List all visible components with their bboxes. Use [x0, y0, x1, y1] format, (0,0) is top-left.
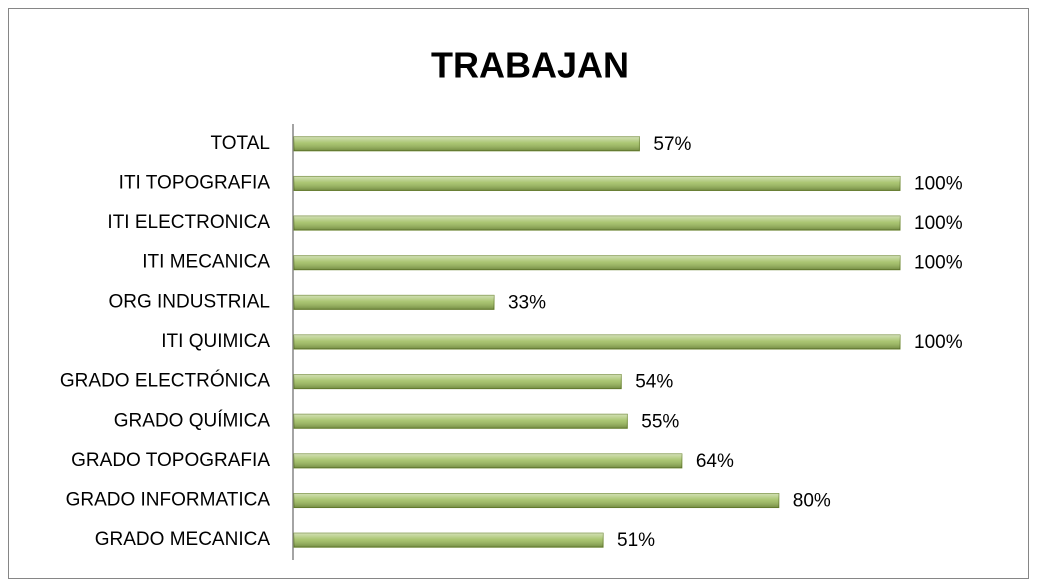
y-tick-label: GRADO QUÍMICA: [114, 410, 271, 431]
y-tick-label: GRADO MECANICA: [95, 529, 271, 550]
data-label: 57%: [653, 134, 691, 155]
data-label: 33%: [508, 292, 546, 313]
data-label: 54%: [635, 372, 673, 393]
y-tick-label: ITI TOPOGRAFIA: [119, 172, 271, 193]
bar-shine: [294, 136, 640, 151]
bar-shine: [294, 295, 494, 310]
bar-shine: [294, 255, 900, 270]
bar-shine: [294, 414, 628, 429]
data-label: 64%: [696, 451, 734, 472]
bar-shine: [294, 216, 900, 231]
y-tick-label: ITI MECANICA: [142, 252, 270, 273]
bar-shine: [294, 533, 604, 548]
data-label: 100%: [914, 253, 963, 274]
bar-shine: [294, 493, 779, 508]
bar-shine: [294, 176, 900, 191]
y-tick-label: GRADO ELECTRÓNICA: [60, 370, 270, 392]
y-tick-label: GRADO INFORMATICA: [66, 490, 271, 511]
bar-shine: [294, 453, 682, 468]
chart-frame: [8, 8, 1029, 579]
data-label: 100%: [914, 332, 963, 353]
data-label: 55%: [641, 411, 679, 432]
y-tick-label: ITI ELECTRONICA: [107, 212, 270, 233]
data-label: 100%: [914, 213, 963, 234]
y-tick-label: ITI QUIMICA: [161, 331, 270, 352]
chart-title: TRABAJAN: [431, 45, 629, 86]
y-tick-label: ORG INDUSTRIAL: [108, 291, 270, 312]
bar-shine: [294, 335, 900, 349]
y-tick-label: GRADO TOPOGRAFIA: [71, 450, 270, 471]
data-label: 51%: [617, 530, 655, 551]
data-label: 80%: [793, 491, 831, 512]
data-label: 100%: [914, 173, 963, 194]
bar-shine: [294, 374, 622, 389]
y-tick-label: TOTAL: [211, 133, 270, 154]
